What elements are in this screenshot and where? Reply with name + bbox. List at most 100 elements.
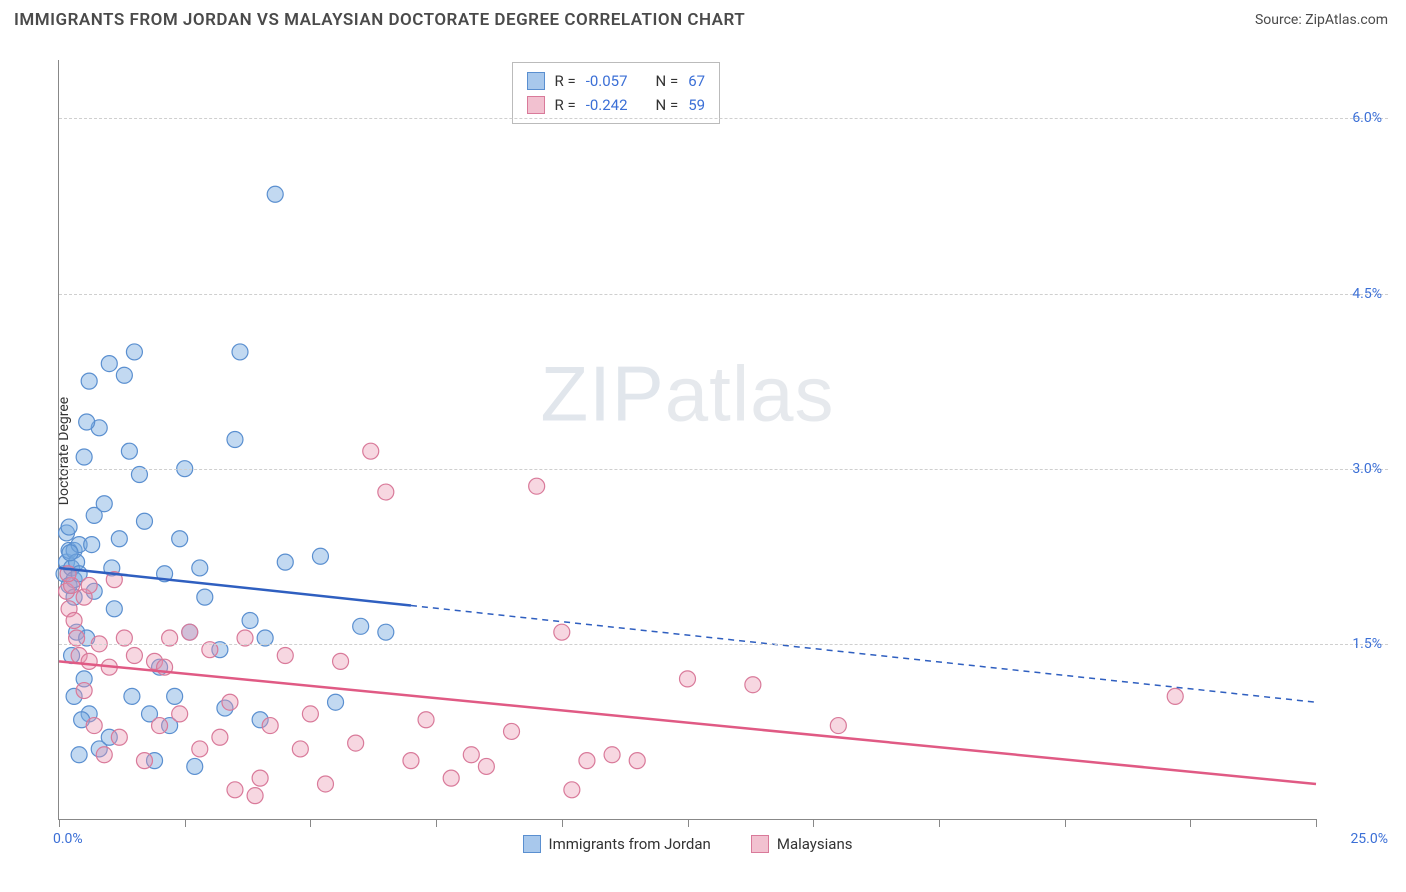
data-point-jordan: [96, 496, 112, 512]
data-point-malaysians: [81, 653, 97, 669]
data-point-malaysians: [348, 735, 364, 751]
data-point-malaysians: [96, 747, 112, 763]
data-point-malaysians: [478, 758, 494, 774]
x-max-label: 25.0%: [1350, 831, 1388, 847]
data-point-malaysians: [504, 723, 520, 739]
data-point-malaysians: [222, 694, 238, 710]
data-point-malaysians: [292, 741, 308, 757]
gridline-h: [59, 644, 1388, 645]
data-point-malaysians: [277, 648, 293, 664]
data-point-jordan: [62, 545, 78, 561]
x-tick: [436, 819, 437, 827]
gridline-h: [59, 118, 1388, 119]
data-point-malaysians: [463, 747, 479, 763]
data-point-malaysians: [152, 718, 168, 734]
data-point-malaysians: [529, 478, 545, 494]
data-point-jordan: [121, 443, 137, 459]
x-tick: [939, 819, 940, 827]
data-point-jordan: [277, 554, 293, 570]
x-tick: [1065, 819, 1066, 827]
data-point-malaysians: [317, 776, 333, 792]
data-point-jordan: [126, 344, 142, 360]
data-point-malaysians: [136, 753, 152, 769]
data-point-malaysians: [333, 653, 349, 669]
chart-title: IMMIGRANTS FROM JORDAN VS MALAYSIAN DOCT…: [14, 10, 745, 30]
data-point-jordan: [312, 548, 328, 564]
data-point-malaysians: [262, 718, 278, 734]
data-point-malaysians: [418, 712, 434, 728]
data-point-malaysians: [378, 484, 394, 500]
data-point-jordan: [187, 758, 203, 774]
data-point-jordan: [136, 513, 152, 529]
chart-container: Doctorate Degree ZIPatlas R = -0.057 N =…: [14, 40, 1388, 862]
chart-svg: [59, 60, 1316, 819]
x-tick: [1190, 819, 1191, 827]
x-tick: [1316, 819, 1317, 827]
data-point-malaysians: [227, 782, 243, 798]
data-point-malaysians: [579, 753, 595, 769]
data-point-malaysians: [443, 770, 459, 786]
data-point-malaysians: [86, 718, 102, 734]
data-point-jordan: [101, 356, 117, 372]
data-point-jordan: [232, 344, 248, 360]
data-point-malaysians: [66, 612, 82, 628]
gridline-h: [59, 294, 1388, 295]
data-point-malaysians: [212, 729, 228, 745]
legend-item-jordan: Immigrants from Jordan: [523, 835, 711, 853]
data-point-malaysians: [604, 747, 620, 763]
data-point-malaysians: [192, 741, 208, 757]
data-point-malaysians: [81, 577, 97, 593]
data-point-malaysians: [363, 443, 379, 459]
bottom-legend: Immigrants from Jordan Malaysians: [59, 835, 1316, 853]
data-point-jordan: [328, 694, 344, 710]
data-point-malaysians: [564, 782, 580, 798]
data-point-jordan: [227, 432, 243, 448]
legend-swatch-jordan: [523, 835, 541, 853]
data-point-jordan: [124, 688, 140, 704]
data-point-malaysians: [76, 683, 92, 699]
data-point-jordan: [116, 367, 132, 383]
data-point-malaysians: [247, 788, 263, 804]
data-point-malaysians: [302, 706, 318, 722]
data-point-malaysians: [172, 706, 188, 722]
source-label: Source: ZipAtlas.com: [1255, 12, 1388, 28]
y-tick-label: 6.0%: [1352, 110, 1382, 126]
y-tick-label: 4.5%: [1352, 286, 1382, 302]
legend-label-jordan: Immigrants from Jordan: [549, 835, 711, 853]
data-point-malaysians: [554, 624, 570, 640]
trendline-jordan-dashed: [411, 606, 1316, 703]
gridline-h: [59, 469, 1388, 470]
data-point-malaysians: [830, 718, 846, 734]
data-point-malaysians: [111, 729, 127, 745]
legend-swatch-malaysians: [751, 835, 769, 853]
data-point-malaysians: [252, 770, 268, 786]
y-tick-label: 1.5%: [1352, 636, 1382, 652]
data-point-jordan: [81, 373, 97, 389]
legend-label-malaysians: Malaysians: [777, 835, 853, 853]
data-point-jordan: [84, 537, 100, 553]
data-point-malaysians: [126, 648, 142, 664]
data-point-jordan: [167, 688, 183, 704]
data-point-malaysians: [403, 753, 419, 769]
data-point-jordan: [71, 747, 87, 763]
x-tick: [59, 819, 60, 827]
data-point-malaysians: [629, 753, 645, 769]
y-tick-label: 3.0%: [1352, 461, 1382, 477]
data-point-malaysians: [680, 671, 696, 687]
data-point-malaysians: [1167, 688, 1183, 704]
x-tick: [562, 819, 563, 827]
data-point-jordan: [106, 601, 122, 617]
x-tick: [688, 819, 689, 827]
data-point-jordan: [61, 519, 77, 535]
data-point-jordan: [172, 531, 188, 547]
x-tick: [813, 819, 814, 827]
data-point-jordan: [76, 449, 92, 465]
data-point-jordan: [111, 531, 127, 547]
legend-item-malaysians: Malaysians: [751, 835, 853, 853]
data-point-jordan: [192, 560, 208, 576]
data-point-malaysians: [745, 677, 761, 693]
x-tick: [185, 819, 186, 827]
data-point-jordan: [267, 186, 283, 202]
data-point-jordan: [197, 589, 213, 605]
plot-area: ZIPatlas R = -0.057 N = 67 R = -0.242 N …: [58, 60, 1316, 820]
